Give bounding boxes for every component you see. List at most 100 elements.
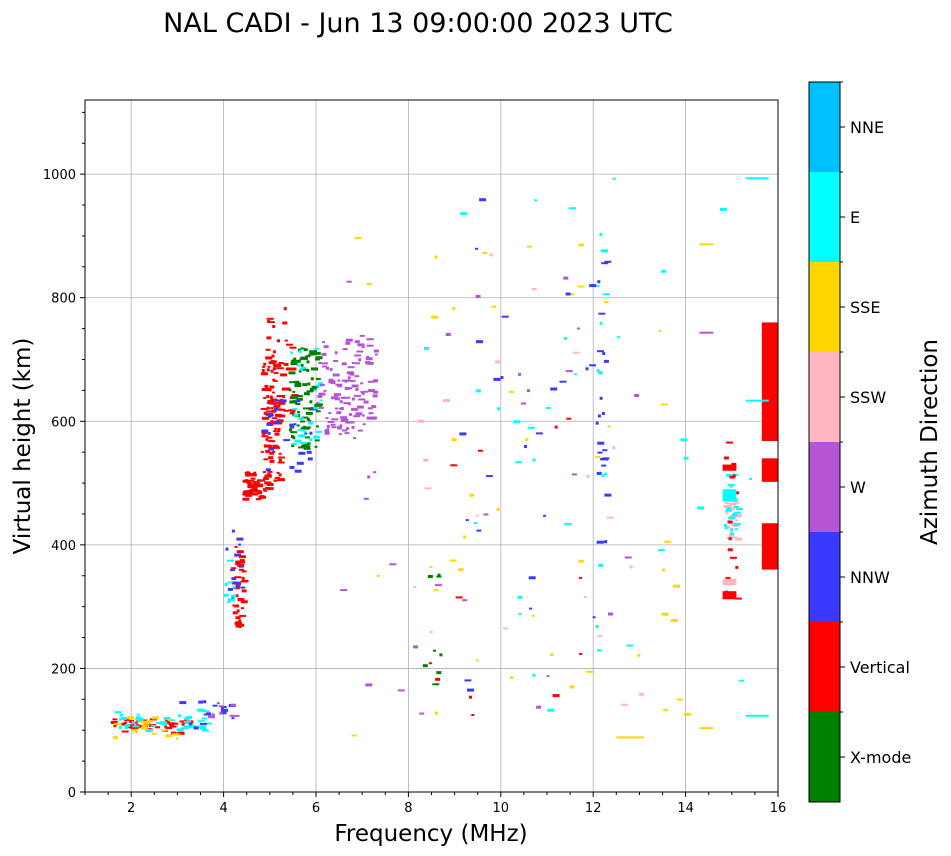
echo-point-w <box>355 412 363 416</box>
echo-point-nnw <box>599 396 603 400</box>
echo-point-e <box>728 509 732 512</box>
echo-point-e <box>596 369 600 372</box>
echo-point-vertical <box>266 317 274 320</box>
echo-point-x-mode <box>292 390 296 393</box>
echo-point-w <box>351 361 355 364</box>
echo-point-vertical <box>291 367 297 371</box>
echo-point-nnw <box>223 706 227 708</box>
echo-point-e <box>545 407 551 409</box>
echo-point-vertical <box>288 409 296 412</box>
echo-point-nnw <box>240 586 246 589</box>
echo-point-vertical <box>169 724 175 727</box>
echo-point-nnw <box>234 553 242 557</box>
echo-point-nnw <box>203 700 207 704</box>
echo-point-vertical <box>155 726 161 729</box>
echo-point-vertical <box>276 367 284 370</box>
echo-point-e <box>118 725 122 729</box>
echo-block-e <box>722 489 737 502</box>
plot-area-frame <box>84 99 779 793</box>
echo-point-nnw <box>267 413 273 417</box>
echo-point-x-mode <box>298 446 305 449</box>
echo-point-w <box>327 421 335 423</box>
echo-point-ssw <box>729 515 735 519</box>
echo-point-vertical <box>435 677 441 681</box>
echo-point-w <box>367 380 375 383</box>
echo-point-w <box>546 675 550 678</box>
colorbar-segment-vertical <box>809 622 840 712</box>
echo-point-vertical <box>245 473 251 477</box>
echo-point-sse <box>132 729 137 732</box>
echo-point-vertical <box>428 662 432 665</box>
echo-point-e <box>726 506 732 510</box>
echo-point-sse <box>510 676 514 679</box>
echo-point-nnw <box>479 198 487 202</box>
echo-point-vertical <box>270 398 278 402</box>
echo-point-vertical <box>164 725 168 728</box>
echo-point-vertical <box>278 408 286 411</box>
echo-point-e <box>724 527 728 530</box>
echo-point-vertical <box>284 339 288 342</box>
echo-point-vertical <box>270 369 274 373</box>
echo-point-w <box>361 414 365 417</box>
colorbar-segment-nne <box>809 82 840 172</box>
echo-point-vertical <box>285 367 293 371</box>
echo-point-ssw <box>583 596 587 598</box>
echo-point-sse <box>550 653 554 657</box>
x-tick-label: 2 <box>127 801 135 816</box>
echo-point-nnw <box>298 451 306 455</box>
echo-point-e <box>178 714 181 718</box>
echo-segment-e <box>745 399 769 402</box>
echo-point-vertical <box>289 346 297 349</box>
echo-point-nnw <box>493 377 501 381</box>
echo-point-vertical <box>245 472 251 475</box>
echo-point-ssw <box>606 516 614 519</box>
echo-point-ssw <box>495 360 501 364</box>
echo-point-vertical <box>253 481 260 484</box>
echo-point-e <box>162 723 168 726</box>
echo-point-vertical <box>277 339 280 343</box>
echo-point-e <box>730 532 734 536</box>
echo-point-sse <box>525 438 529 442</box>
echo-point-e <box>202 710 210 713</box>
echo-point-w <box>361 345 365 349</box>
echo-point-e <box>160 721 167 725</box>
echo-point-x-mode <box>300 357 308 361</box>
echo-point-e <box>136 713 140 716</box>
echo-point-w <box>353 415 361 418</box>
echo-point-nnw <box>596 471 602 475</box>
echo-point-x-mode <box>290 431 298 434</box>
echo-point-vertical <box>250 477 256 480</box>
echo-point-nnw <box>236 537 244 541</box>
echo-point-x-mode <box>291 444 295 448</box>
echo-point-e <box>294 439 302 443</box>
echo-point-e <box>661 269 667 273</box>
echo-point-sse <box>603 301 609 304</box>
echo-point-e <box>497 407 501 411</box>
echo-point-vertical <box>237 598 245 601</box>
echo-point-vertical <box>169 725 177 728</box>
echo-point-w <box>347 387 352 390</box>
echo-point-x-mode <box>310 352 318 356</box>
echo-point-e <box>201 720 205 723</box>
echo-point-e <box>733 523 741 525</box>
echo-point-e <box>198 719 202 723</box>
echo-point-vertical <box>257 491 263 495</box>
echo-point-w <box>341 379 349 382</box>
echo-point-vertical <box>252 487 258 491</box>
echo-point-x-mode <box>315 357 321 361</box>
echo-point-ssw <box>724 502 730 505</box>
echo-point-w <box>371 405 377 409</box>
echo-point-x-mode <box>289 428 292 432</box>
echo-block-ssw <box>722 578 737 586</box>
echo-point-w <box>366 416 374 420</box>
echo-point-x-mode <box>305 411 313 415</box>
echo-point-nnw <box>295 399 301 403</box>
echo-point-vertical <box>253 471 257 474</box>
echo-point-vertical <box>179 720 187 723</box>
echo-point-x-mode <box>309 350 313 354</box>
echo-point-e <box>176 728 184 732</box>
echo-point-sse <box>531 614 535 617</box>
echo-point-e <box>534 199 538 202</box>
echo-point-vertical <box>241 607 244 610</box>
echo-point-x-mode <box>289 381 297 384</box>
